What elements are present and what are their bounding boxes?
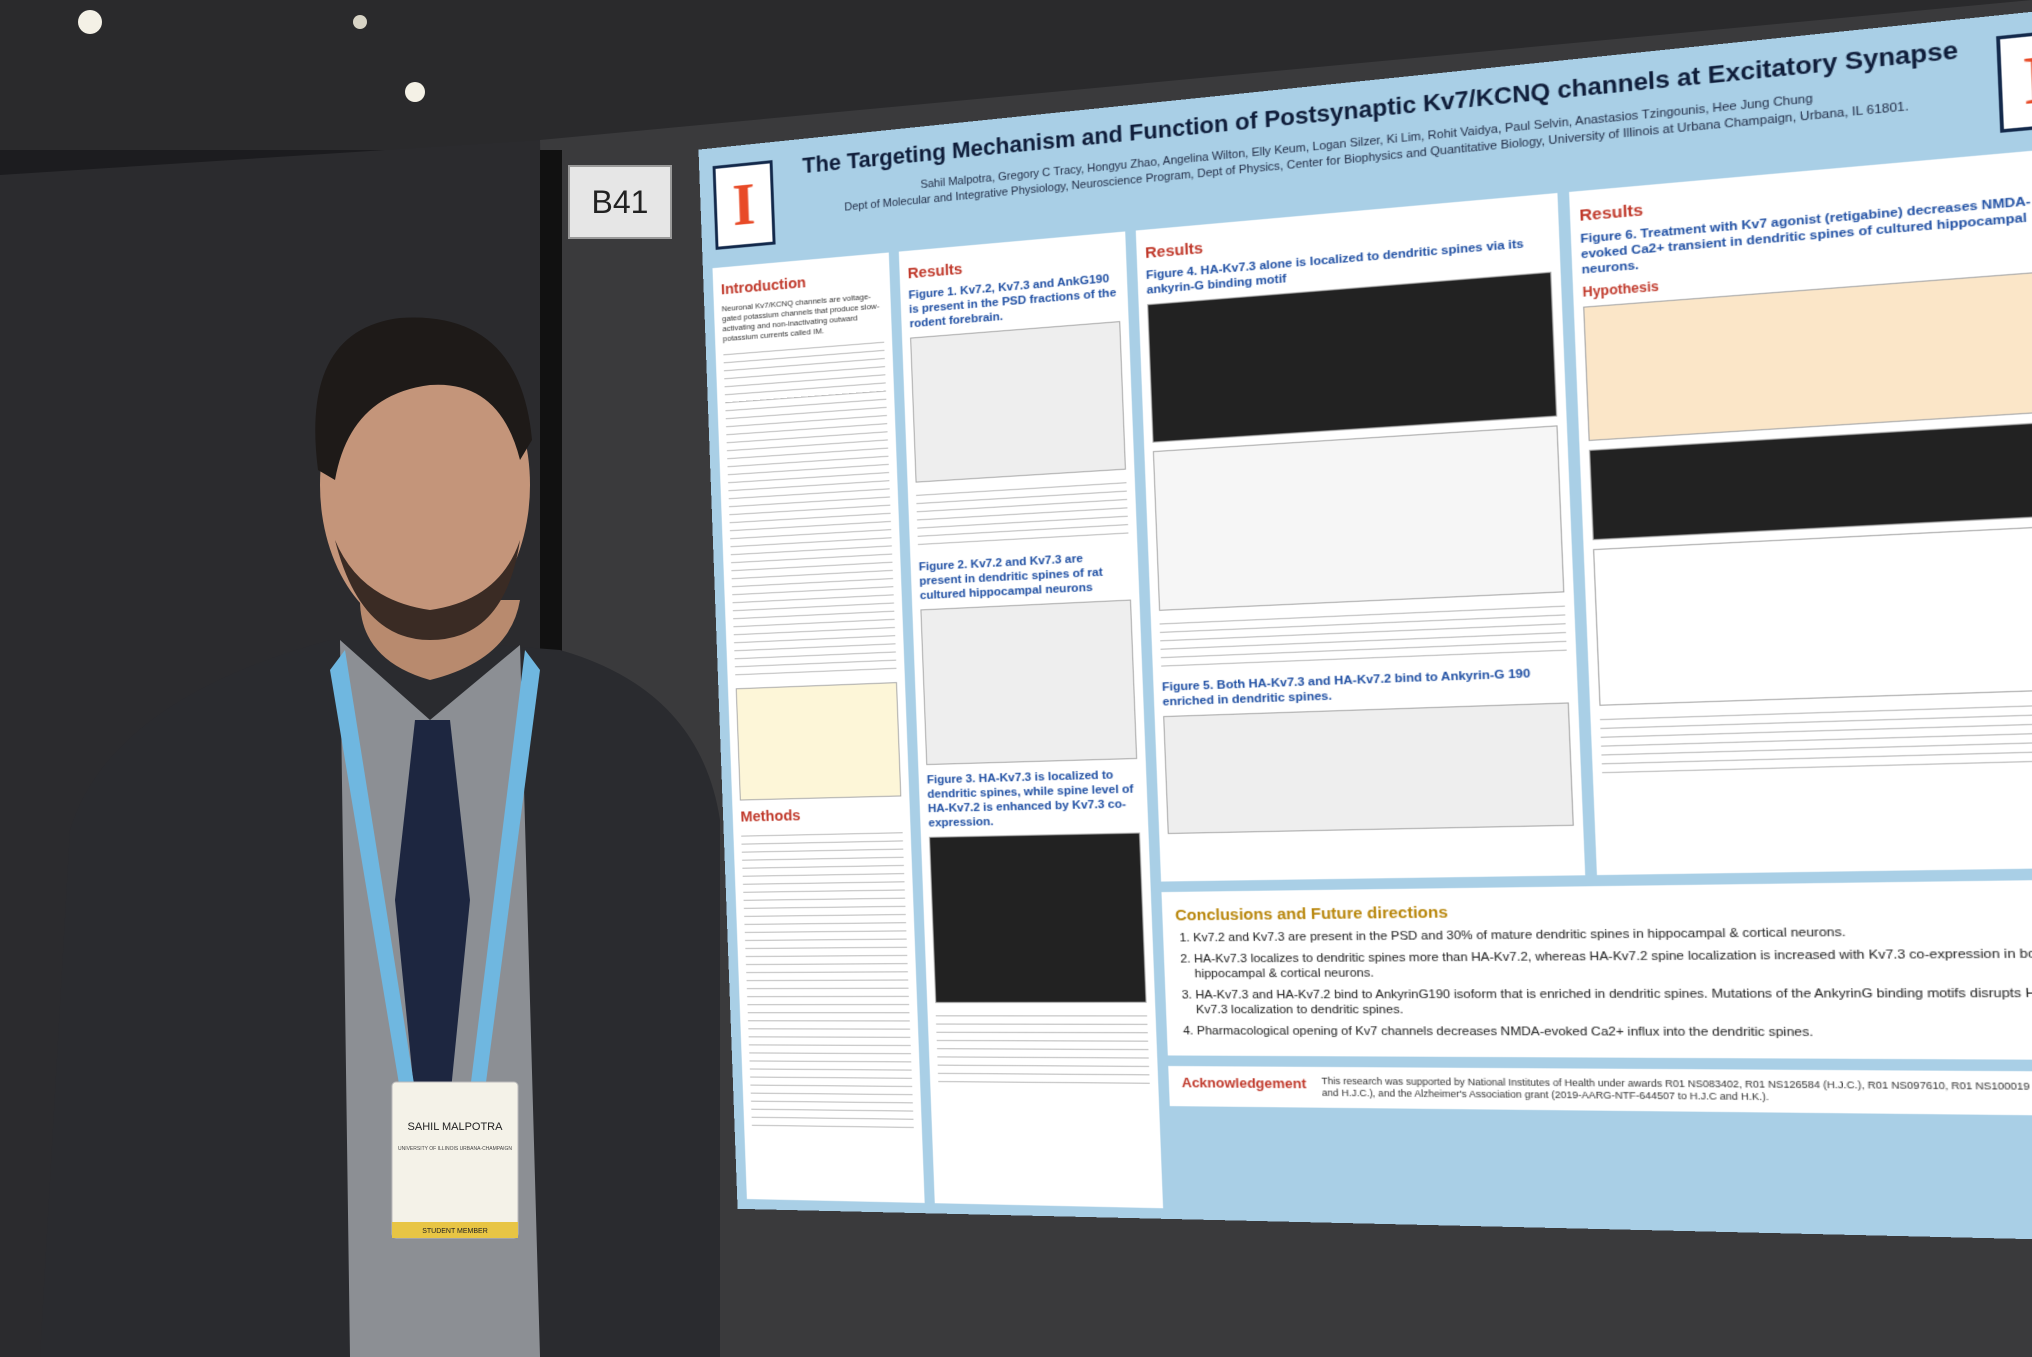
badge-name: SAHIL MALPOTRA: [408, 1121, 504, 1133]
badge: [391, 1081, 519, 1239]
lanyard: [470, 650, 540, 1090]
ceiling-light: [353, 15, 367, 29]
badge-role: STUDENT MEMBER: [422, 1228, 488, 1235]
face: [320, 335, 530, 635]
tie: [395, 720, 470, 1150]
hair: [315, 317, 532, 480]
badge-affiliation: UNIVERSITY OF ILLINOIS URBANA-CHAMPAIGN: [398, 1146, 512, 1152]
ceiling-light: [405, 82, 425, 102]
lanyard: [330, 650, 415, 1090]
ceiling-light: [78, 10, 102, 34]
badge-strip: [392, 1222, 518, 1238]
board-label: B41: [568, 165, 672, 239]
beard: [335, 540, 520, 640]
